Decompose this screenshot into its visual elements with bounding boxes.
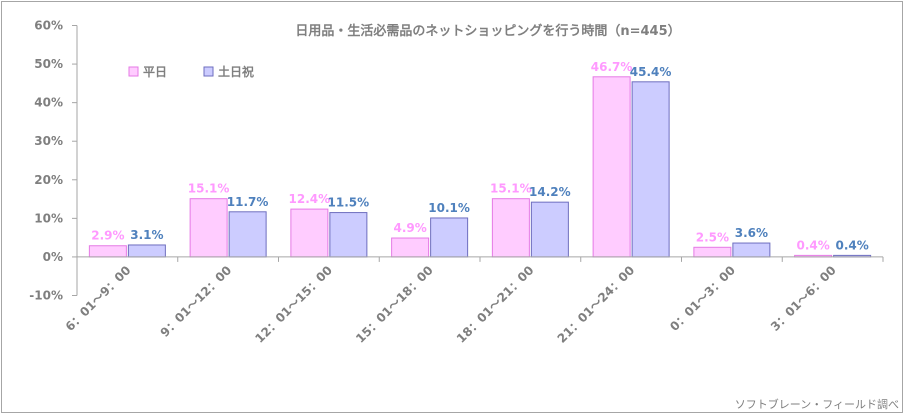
chart-title: 日用品・生活必需品のネットショッピングを行う時間（n=445） — [295, 23, 680, 39]
y-tick-label: -10% — [29, 289, 63, 303]
data-label: 0.4% — [835, 238, 868, 252]
data-label: 2.9% — [91, 229, 124, 243]
bar-holiday — [530, 201, 569, 258]
y-tick-label: 20% — [34, 173, 63, 187]
legend: 平日 土日祝 — [128, 64, 254, 79]
x-tick-label: 0：01～3：00 — [667, 263, 738, 334]
bar-holiday — [228, 211, 267, 258]
data-label: 15.1% — [188, 182, 230, 196]
bar-holiday — [732, 242, 771, 258]
legend-swatch-holiday — [203, 66, 214, 77]
data-label: 46.7% — [591, 60, 633, 74]
data-label: 45.4% — [630, 65, 672, 79]
bars — [88, 76, 872, 258]
data-label: 12.4% — [289, 192, 331, 206]
x-tick-label: 15：01～18：00 — [353, 263, 436, 346]
data-label: 10.1% — [428, 201, 470, 215]
bar-weekday — [189, 198, 228, 258]
bar-weekday — [88, 245, 127, 258]
legend-swatch-weekday — [128, 66, 139, 77]
legend-label-holiday: 土日祝 — [218, 64, 254, 79]
y-tick-label: 0% — [43, 250, 63, 264]
y-axis: 60% 50% 40% 30% 20% 10% 0% -10% — [29, 19, 78, 303]
y-tick-label: 10% — [34, 211, 63, 225]
bar-weekday — [290, 208, 329, 258]
y-tick-label: 40% — [34, 96, 63, 110]
x-axis: 6：01～9：00 9：01～12：00 12：01～15：00 15：01～18：0… — [63, 256, 884, 346]
bar-holiday — [329, 212, 368, 258]
x-tick-label: 3：01～6：00 — [768, 263, 839, 334]
data-label: 4.9% — [393, 221, 426, 235]
data-label: 0.4% — [796, 238, 829, 252]
data-label: 11.7% — [227, 195, 269, 209]
value-labels: 2.9% 15.1% 12.4% 4.9% 15.1% 46.7% 2.5% 0.4% 3.1%… — [91, 60, 869, 253]
bar-weekday — [491, 198, 530, 258]
source-note: ソフトブレーン・フィールド調べ — [735, 397, 899, 411]
y-tick-label: 30% — [34, 134, 63, 148]
x-tick-label: 12：01～15：00 — [252, 263, 335, 346]
x-tick-label: 6：01～9：00 — [63, 263, 134, 334]
data-label: 2.5% — [696, 230, 729, 244]
bar-weekday — [592, 76, 631, 258]
y-tick-label: 60% — [34, 19, 63, 33]
data-label: 14.2% — [529, 185, 571, 199]
legend-label-weekday: 平日 — [143, 65, 167, 79]
bar-weekday — [693, 246, 732, 258]
x-tick-label: 18：01～21：00 — [454, 263, 537, 346]
bar-holiday — [430, 217, 469, 258]
x-tick-label: 21：01～24：00 — [555, 263, 638, 346]
data-label: 3.1% — [130, 228, 163, 242]
y-tick-label: 50% — [34, 57, 63, 71]
bar-holiday — [127, 244, 166, 258]
data-label: 3.6% — [735, 226, 768, 240]
bar-holiday — [631, 81, 670, 258]
bar-weekday — [391, 237, 430, 258]
x-tick-label: 9：01～12：00 — [158, 263, 235, 340]
data-label: 15.1% — [490, 182, 532, 196]
data-label: 11.5% — [328, 196, 370, 210]
